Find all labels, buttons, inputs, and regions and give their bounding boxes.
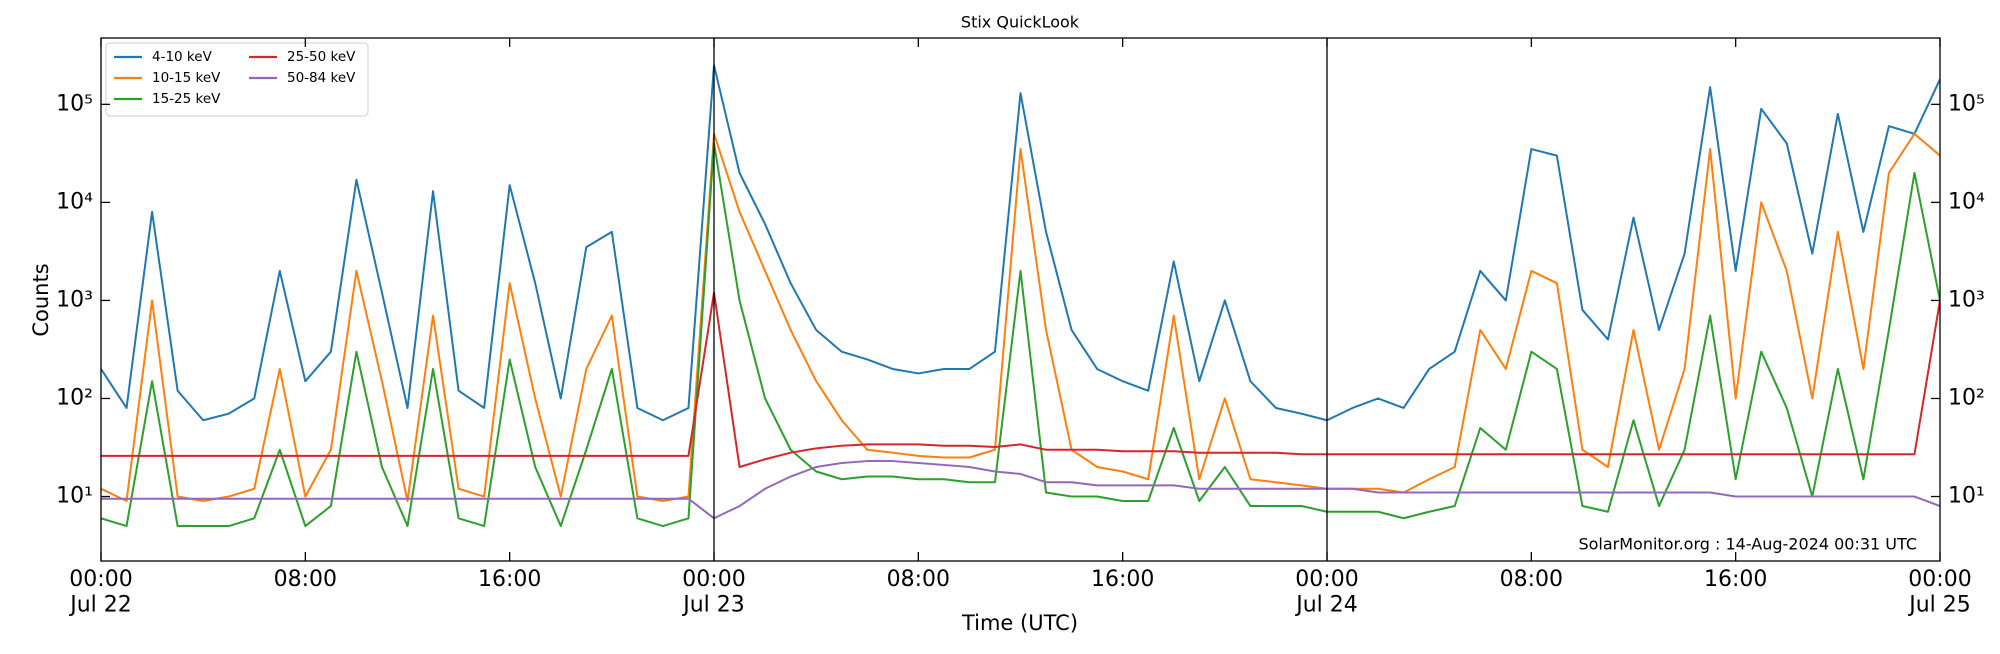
y-tick-label-right: 10³ (1948, 287, 1985, 312)
y-tick-label-right: 10¹ (1948, 484, 1985, 509)
x-tick-label: 08:00 (274, 567, 337, 592)
legend-label: 10-15 keV (152, 70, 221, 86)
series-line (101, 291, 1940, 469)
legend: 4-10 keV 10-15 keV 15-25 keV 25-50 keV 50-84… (105, 42, 369, 117)
y-tick-label-right: 10² (1948, 385, 1985, 410)
legend-label: 25-50 keV (287, 49, 356, 65)
x-tick-label: 16:00 (1704, 567, 1767, 592)
x-tick-label: 00:00 Jul 25 (1907, 567, 1971, 617)
plot-lines (101, 64, 1940, 528)
x-tick-label: 08:00 (1500, 567, 1563, 592)
series-line (101, 64, 1940, 422)
x-axis-label: Time (UTC) (961, 611, 1078, 635)
series-line (101, 132, 1940, 503)
x-tick-label: 08:00 (887, 567, 950, 592)
x-tick-label: 16:00 (478, 567, 541, 592)
x-tick-label: 00:00 Jul 24 (1294, 567, 1358, 617)
chart-title: Stix QuickLook (961, 13, 1080, 32)
series-line (101, 460, 1940, 520)
y-tick-label: 10² (56, 385, 93, 410)
x-tick-label: 16:00 (1091, 567, 1154, 592)
annotation: SolarMonitor.org : 14-Aug-2024 00:31 UTC (1578, 535, 1917, 554)
legend-label: 4-10 keV (152, 49, 213, 65)
y-tick-label-right: 10⁵ (1948, 91, 1985, 116)
plot-frame (100, 37, 1941, 562)
y-tick-label: 10⁵ (56, 91, 93, 116)
y-axis-label: Counts (29, 263, 53, 336)
y-tick-label-right: 10⁴ (1948, 189, 1985, 214)
legend-label: 50-84 keV (287, 70, 356, 86)
y-tick-label: 10³ (56, 287, 93, 312)
y-tick-label: 10⁴ (56, 189, 93, 214)
x-tick-label: 00:00 Jul 22 (68, 567, 132, 617)
y-tick-label: 10¹ (56, 484, 93, 509)
legend-box (105, 42, 369, 117)
x-tick-label: 00:00 Jul 23 (681, 567, 745, 617)
legend-label: 15-25 keV (152, 91, 221, 107)
series-line (101, 142, 1940, 528)
